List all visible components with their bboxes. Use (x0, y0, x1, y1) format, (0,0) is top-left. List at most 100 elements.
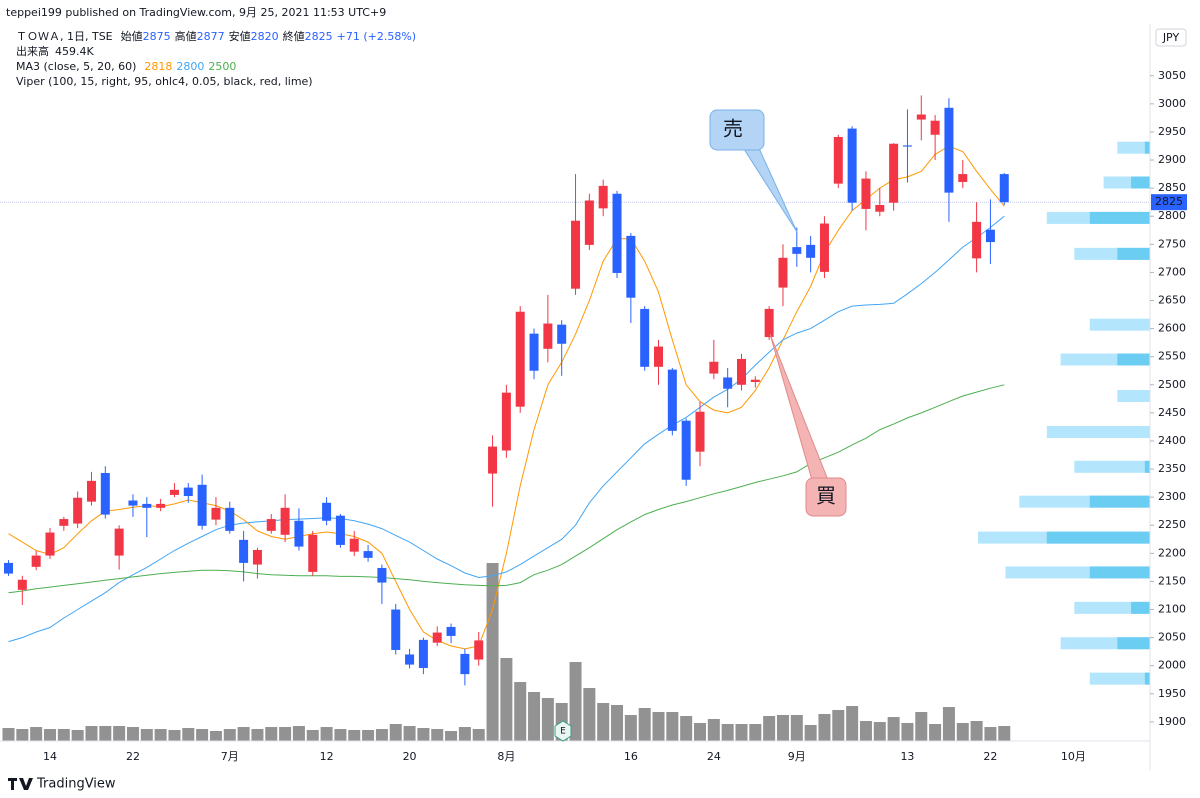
volume-bar (624, 714, 637, 741)
value: 2825 (305, 30, 333, 43)
buy-callout: 買 (769, 333, 847, 517)
volume-bar (846, 706, 859, 741)
value: 2800 (176, 60, 204, 73)
volume-bar (16, 729, 29, 741)
profile-bar-part (1089, 211, 1150, 224)
y-tick-label: 2900 (1158, 153, 1186, 166)
volume-bar (638, 707, 651, 741)
candle-body (280, 507, 290, 535)
candle-body (225, 507, 235, 531)
volume-bar (265, 727, 278, 741)
volume-bar (500, 657, 513, 741)
candle-body (197, 484, 207, 526)
footer: TradingView (8, 777, 116, 792)
sell-callout: 売 (709, 109, 798, 233)
candle-body (239, 539, 249, 563)
candle-body (432, 632, 442, 643)
x-tick-label: 22 (126, 750, 140, 763)
candle-body (709, 361, 719, 374)
profile-bar (1089, 318, 1150, 331)
candle-body (543, 323, 553, 349)
volume-bar (445, 731, 458, 741)
value: 2877 (197, 30, 225, 43)
y-tick-label: 2800 (1158, 209, 1186, 222)
published-line: teppei199 published on TradingView.com, … (6, 6, 386, 19)
x-tick-label: 12 (320, 750, 334, 763)
value: 2500 (208, 60, 236, 73)
profile-bar (1074, 460, 1150, 473)
footer-text: TradingView (36, 777, 116, 792)
y-tick-label: 1900 (1158, 715, 1186, 728)
last-price-box (1151, 194, 1187, 211)
volume-bar (652, 712, 665, 741)
earnings-label: E (560, 727, 566, 737)
candle-body (778, 257, 788, 288)
currency-box (1155, 28, 1187, 47)
volume-bar (984, 727, 997, 741)
candle-body (792, 247, 802, 254)
volume-bar (126, 727, 139, 741)
candle-body (308, 534, 318, 572)
candle-body (418, 639, 428, 668)
y-tick-label: 2400 (1158, 434, 1186, 447)
y-tick-label: 2250 (1158, 518, 1186, 531)
volume-bar (362, 729, 375, 741)
label: 始値 (121, 29, 143, 43)
volume-bar (431, 729, 444, 741)
volume-bar (182, 727, 195, 741)
last-price-label: 2825 (1155, 195, 1183, 208)
candle-body (100, 472, 110, 515)
candle-body (985, 229, 995, 243)
volume-bar (43, 729, 56, 741)
volume-bar (735, 724, 748, 741)
callout-text: 売 (723, 117, 743, 141)
candle-body (571, 220, 581, 289)
candle-body (626, 235, 636, 298)
candle-body (944, 107, 954, 193)
value: 2875 (143, 30, 171, 43)
volume-bar (666, 712, 679, 741)
y-tick-label: 2650 (1158, 294, 1186, 307)
value: 2818 (144, 60, 172, 73)
x-tick-label: 8月 (497, 750, 515, 763)
candle-body (764, 308, 774, 338)
volume-bar (998, 725, 1011, 741)
volume-bar (57, 729, 70, 741)
candle-body (294, 520, 304, 547)
label: 終値 (283, 29, 305, 43)
volume-bar (528, 692, 541, 741)
candle-body (86, 480, 96, 502)
candle-body (363, 551, 373, 558)
candle-body (916, 114, 926, 120)
volume-bar (569, 662, 582, 741)
profile-bar-part (1089, 566, 1150, 579)
label: MA3 (close, 5, 20, 60) (16, 60, 136, 73)
x-tick-label: 9月 (788, 750, 806, 763)
profile-bar-part (1144, 672, 1150, 685)
callout-box (709, 109, 765, 151)
volume-bar (99, 726, 112, 741)
candle-body (349, 538, 359, 552)
profile-bar (1046, 425, 1150, 438)
y-tick-label: 2150 (1158, 574, 1186, 587)
x-tick-label: 14 (43, 750, 57, 763)
candle-body (335, 515, 345, 545)
volume-bar (458, 727, 471, 741)
y-tick-label: 2750 (1158, 237, 1186, 250)
volume-bar (901, 722, 914, 741)
candle-body (114, 528, 124, 556)
volume-bar (279, 727, 292, 741)
volume-bar (113, 726, 126, 741)
volume-bar (196, 729, 209, 741)
candle-body (902, 145, 912, 147)
value: 2820 (251, 30, 279, 43)
candle-body (377, 567, 387, 583)
y-tick-label: 1950 (1158, 687, 1186, 700)
volume-bar (873, 722, 886, 741)
volume-bar (2, 727, 15, 741)
volume-bar (306, 729, 319, 741)
volume-bar (85, 726, 98, 741)
ma-line (8, 384, 1005, 594)
candle-body (598, 185, 608, 209)
candle-body (819, 223, 829, 272)
